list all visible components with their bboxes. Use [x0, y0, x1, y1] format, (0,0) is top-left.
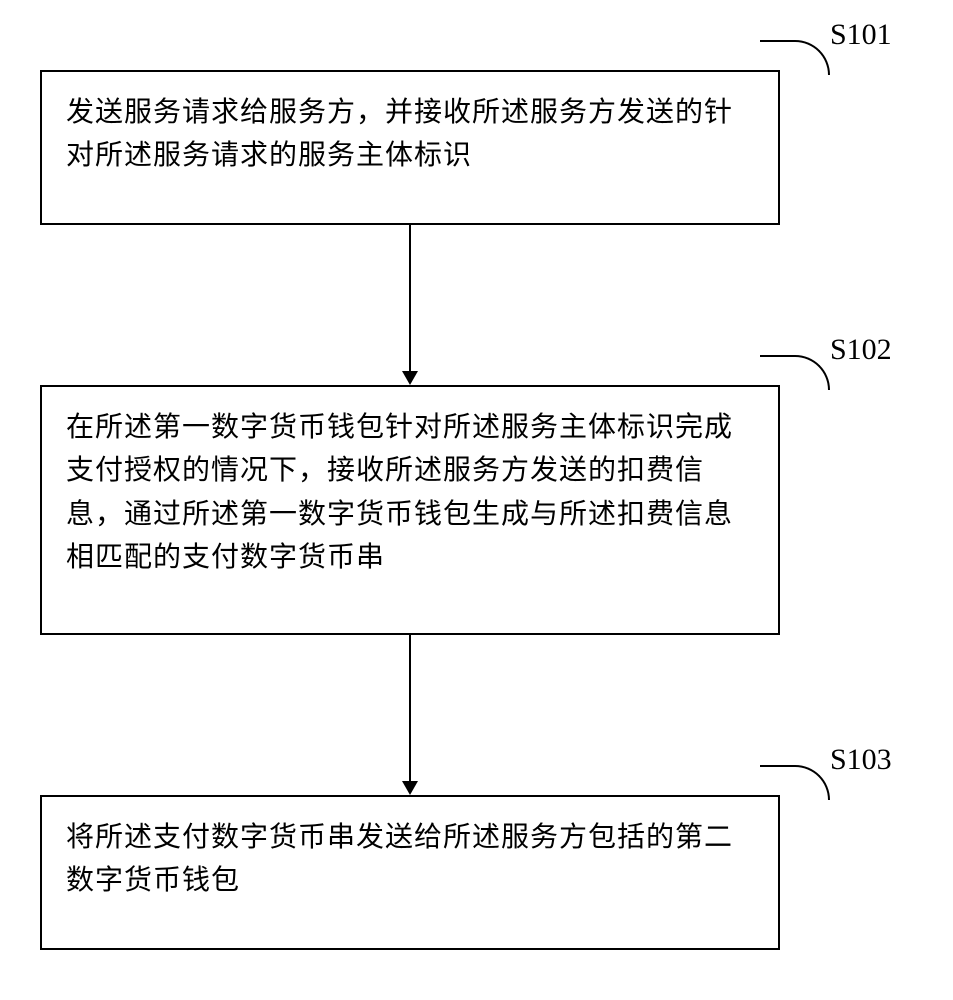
- label-s103: S103: [830, 743, 892, 777]
- arrow-head-s101-s102: [402, 371, 418, 385]
- step-text-s101: 发送服务请求给服务方，并接收所述服务方发送的针对所述服务请求的服务主体标识: [66, 90, 754, 177]
- arrow-head-s102-s103: [402, 781, 418, 795]
- arrow-s102-s103: [409, 635, 411, 781]
- connector-s103: [760, 765, 830, 800]
- connector-s102: [760, 355, 830, 390]
- step-text-s102: 在所述第一数字货币钱包针对所述服务主体标识完成支付授权的情况下，接收所述服务方发…: [66, 405, 754, 579]
- label-s102: S102: [830, 333, 892, 367]
- step-box-s102: 在所述第一数字货币钱包针对所述服务主体标识完成支付授权的情况下，接收所述服务方发…: [40, 385, 780, 635]
- step-text-s103: 将所述支付数字货币串发送给所述服务方包括的第二数字货币钱包: [66, 815, 754, 902]
- arrow-s101-s102: [409, 225, 411, 371]
- step-box-s101: 发送服务请求给服务方，并接收所述服务方发送的针对所述服务请求的服务主体标识: [40, 70, 780, 225]
- step-box-s103: 将所述支付数字货币串发送给所述服务方包括的第二数字货币钱包: [40, 795, 780, 950]
- flowchart-canvas: 发送服务请求给服务方，并接收所述服务方发送的针对所述服务请求的服务主体标识 S1…: [0, 0, 953, 1000]
- connector-s101: [760, 40, 830, 75]
- label-s101: S101: [830, 18, 892, 52]
